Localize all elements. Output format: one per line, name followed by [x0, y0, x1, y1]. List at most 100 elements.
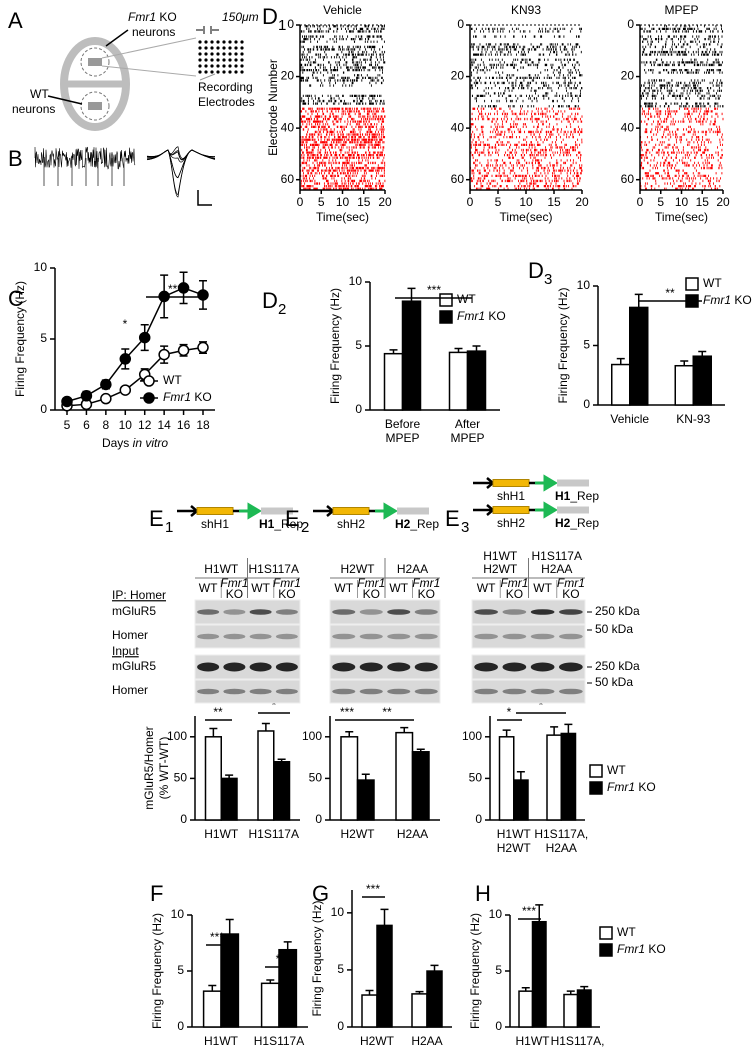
- spike-row: [302, 35, 382, 38]
- x-tick-label: H2AA: [562, 1048, 593, 1050]
- legend-label: Fmr1 KO: [703, 293, 752, 307]
- waveform: [146, 149, 216, 178]
- text-part: KO: [731, 293, 752, 307]
- significance: ***: [168, 282, 182, 296]
- spike-row: [471, 61, 579, 64]
- error-bar: [472, 345, 481, 352]
- raster-title: Vehicle: [323, 3, 362, 17]
- spike-row: [474, 30, 582, 33]
- x-tick-label: H1WT: [497, 827, 532, 841]
- error-bar: [261, 722, 270, 731]
- electrode: [204, 58, 208, 62]
- y-axis-label: Electrode Number: [266, 59, 280, 156]
- spike-row: [299, 117, 384, 121]
- spike-row: [472, 156, 581, 159]
- lane-label: Fmr1: [500, 576, 528, 590]
- spike-row: [299, 172, 385, 175]
- band: [332, 688, 356, 695]
- electrode: [198, 64, 202, 68]
- group-label: H2AA: [397, 562, 428, 576]
- y-tick-label: 10: [331, 905, 345, 919]
- bar: [546, 734, 562, 821]
- lane-label: KO: [418, 587, 435, 601]
- electrode: [210, 52, 214, 56]
- spike-row: [473, 81, 581, 85]
- spike-row: [471, 74, 583, 77]
- band: [387, 633, 411, 640]
- band: [559, 662, 583, 672]
- significance: *: [507, 705, 512, 719]
- band: [223, 688, 246, 695]
- spike-row: [469, 45, 581, 49]
- legend-label: Fmr1 KO: [163, 390, 212, 404]
- spike-row: [300, 120, 385, 123]
- spike-row: [300, 110, 385, 113]
- spike-row: [475, 164, 583, 167]
- y-tick-label: 20: [281, 69, 295, 83]
- electrode: [234, 58, 238, 62]
- spike-row: [640, 143, 723, 146]
- spike-row: [644, 63, 722, 67]
- x-tick-label: MPEP: [385, 431, 419, 445]
- blot: [471, 679, 586, 704]
- electrode: [240, 52, 244, 56]
- spike-row: [644, 69, 722, 72]
- blot: [194, 624, 301, 649]
- bar: [361, 994, 378, 1028]
- spike-row: [302, 151, 383, 154]
- row-label: mGluR5: [112, 604, 156, 618]
- band: [359, 662, 383, 672]
- electrode: [222, 58, 226, 62]
- marker: [119, 353, 132, 365]
- promoter-green: [239, 502, 262, 520]
- spike-row: [642, 50, 723, 54]
- electrode: [222, 40, 226, 44]
- y-axis-label: (% WT-WT): [157, 737, 171, 800]
- band: [249, 633, 272, 640]
- rep-name: H2: [395, 517, 411, 531]
- x-tick-label: 20: [378, 195, 392, 209]
- x-tick-label: Vehicle: [610, 412, 649, 426]
- y-axis-label: mGluR5/Homer: [142, 726, 156, 809]
- x-tick-label: 15: [357, 195, 371, 209]
- y-tick-label: 50: [309, 771, 323, 785]
- panel-letter: C: [8, 286, 24, 311]
- x-tick-label: H2WT: [516, 1048, 551, 1050]
- shrna: [492, 479, 530, 487]
- spike-row: [639, 166, 723, 170]
- y-tick-label: 60: [621, 172, 635, 186]
- x-tick-label: Before: [385, 417, 421, 431]
- spike-row: [642, 45, 722, 49]
- panel-letter: A: [8, 8, 23, 33]
- spike-row: [477, 115, 583, 118]
- rep-label: H2_Rep: [395, 517, 439, 531]
- rep-label: H1_Rep: [555, 489, 599, 503]
- electrode: [210, 64, 214, 68]
- band: [502, 609, 527, 615]
- lane-label: WT: [251, 581, 270, 595]
- y-tick-label: 60: [451, 172, 465, 186]
- y-tick-label: 60: [281, 172, 295, 186]
- band: [275, 688, 298, 695]
- marker: [177, 282, 190, 294]
- band: [414, 662, 438, 672]
- text-part: KO: [645, 942, 666, 956]
- spike-row: [469, 117, 581, 121]
- spike-row: [641, 92, 717, 95]
- spike-row: [474, 97, 579, 100]
- electrode: [216, 40, 220, 44]
- spike-row: [471, 71, 581, 74]
- marker: [138, 331, 151, 344]
- spike-row: [300, 143, 381, 146]
- panel-letter: D: [262, 288, 278, 313]
- spike-row: [645, 174, 709, 177]
- error-bar: [698, 350, 707, 357]
- text-part: in: [129, 436, 142, 450]
- band: [249, 662, 272, 672]
- promoter-arrow: [473, 477, 495, 489]
- electrode: [228, 46, 232, 50]
- band: [359, 633, 383, 640]
- significance: ***: [427, 283, 441, 297]
- pointer: [199, 73, 216, 81]
- spike-row: [309, 84, 372, 87]
